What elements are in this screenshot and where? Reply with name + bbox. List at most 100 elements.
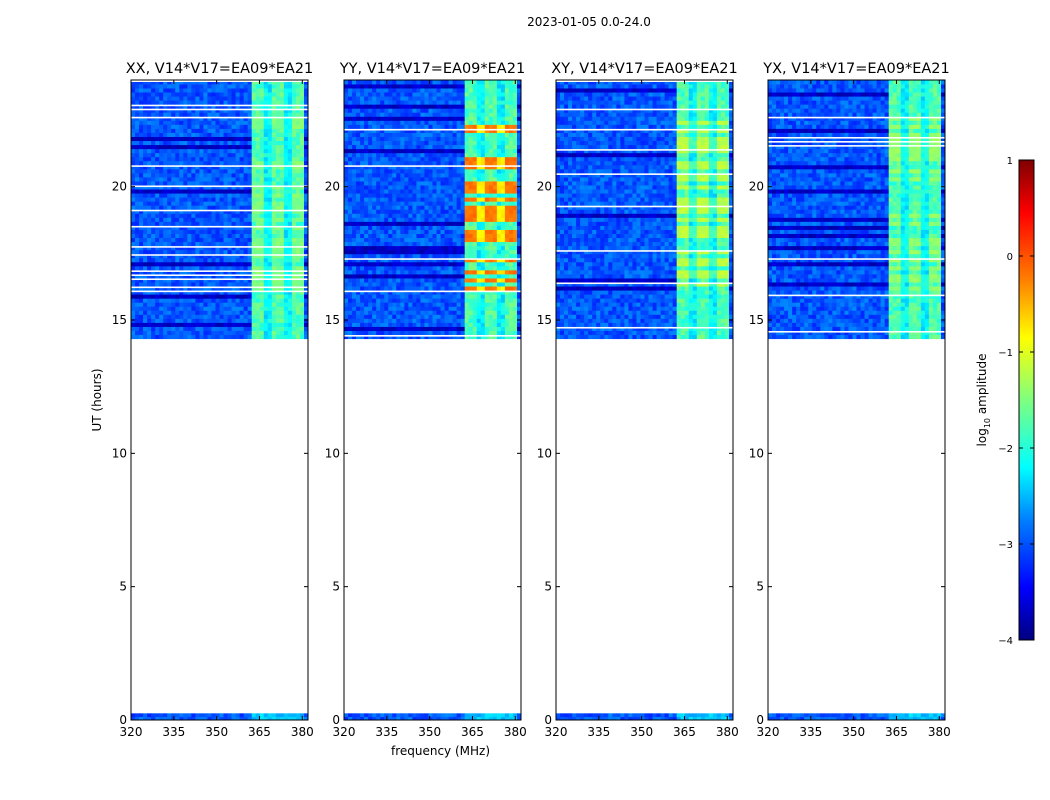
cell <box>259 148 265 154</box>
cell <box>159 294 164 299</box>
cell <box>199 112 204 117</box>
cell <box>512 282 518 287</box>
cell <box>143 306 148 311</box>
cell <box>488 286 494 291</box>
cell <box>287 148 293 154</box>
cell <box>283 100 289 105</box>
cell <box>195 298 200 303</box>
cell <box>452 265 458 271</box>
cell <box>139 144 144 150</box>
cell <box>207 136 212 142</box>
cell <box>207 233 212 239</box>
cell <box>235 229 241 234</box>
cell <box>183 237 188 243</box>
cell <box>191 92 196 97</box>
cell <box>267 120 273 125</box>
cell <box>516 160 522 166</box>
cell <box>444 257 449 263</box>
cell <box>384 298 389 303</box>
cell <box>295 330 301 336</box>
cell <box>472 306 478 311</box>
cell <box>267 306 273 311</box>
cell <box>388 713 393 718</box>
cell <box>263 306 269 311</box>
cell <box>364 160 369 166</box>
cell <box>452 205 458 210</box>
cell <box>159 116 164 121</box>
cell <box>155 96 160 101</box>
cell <box>143 326 148 331</box>
cell <box>199 96 204 101</box>
cell <box>239 140 245 146</box>
cell <box>428 302 433 307</box>
cell <box>432 713 437 718</box>
cell <box>512 286 518 291</box>
y-tick-label: 20 <box>112 180 127 194</box>
cell <box>203 233 208 239</box>
cell <box>416 306 421 311</box>
cell <box>380 282 385 287</box>
cell <box>207 156 212 162</box>
cell <box>500 245 506 251</box>
cell <box>356 233 361 239</box>
cell <box>364 177 369 182</box>
cell <box>223 189 228 194</box>
cell <box>211 197 216 202</box>
cell <box>295 298 301 303</box>
cell <box>388 237 393 243</box>
cell <box>247 84 253 89</box>
cell <box>496 181 502 186</box>
cell <box>360 185 365 190</box>
cell <box>199 229 204 234</box>
cell <box>131 172 136 178</box>
cell <box>255 249 261 255</box>
cell <box>400 245 405 251</box>
cell <box>356 249 361 255</box>
cell <box>364 314 369 319</box>
cell <box>456 310 462 315</box>
cell <box>183 168 188 174</box>
cell <box>271 249 277 255</box>
cell <box>356 334 361 340</box>
cell <box>271 193 277 198</box>
cell <box>271 716 277 721</box>
cell <box>396 177 401 182</box>
cell <box>460 197 466 202</box>
cell <box>255 152 261 158</box>
cell <box>291 334 297 340</box>
cell <box>171 189 176 194</box>
cell <box>299 286 305 291</box>
cell <box>179 205 184 210</box>
cell <box>255 112 261 117</box>
cell <box>219 156 224 162</box>
cell <box>360 172 365 178</box>
cell <box>496 716 502 721</box>
cell <box>384 160 389 166</box>
cell <box>243 120 249 125</box>
cell <box>396 249 401 255</box>
cell <box>151 193 156 198</box>
cell <box>147 132 152 137</box>
cell <box>456 197 462 202</box>
cell <box>472 278 478 283</box>
cell <box>424 269 429 275</box>
cell <box>444 249 449 255</box>
cell <box>404 310 409 315</box>
cell <box>151 116 156 121</box>
cell <box>263 302 269 307</box>
cell <box>348 181 353 186</box>
cell <box>500 229 506 234</box>
cell <box>159 241 164 247</box>
cell <box>211 80 216 85</box>
cell <box>283 168 289 174</box>
cell <box>167 245 172 251</box>
cell <box>436 326 441 331</box>
cell <box>211 225 216 230</box>
cell <box>364 245 369 251</box>
cell <box>500 282 506 287</box>
cell <box>135 334 140 340</box>
cell <box>364 209 369 214</box>
cell <box>219 144 224 150</box>
cell <box>484 164 490 170</box>
cell <box>207 716 212 721</box>
